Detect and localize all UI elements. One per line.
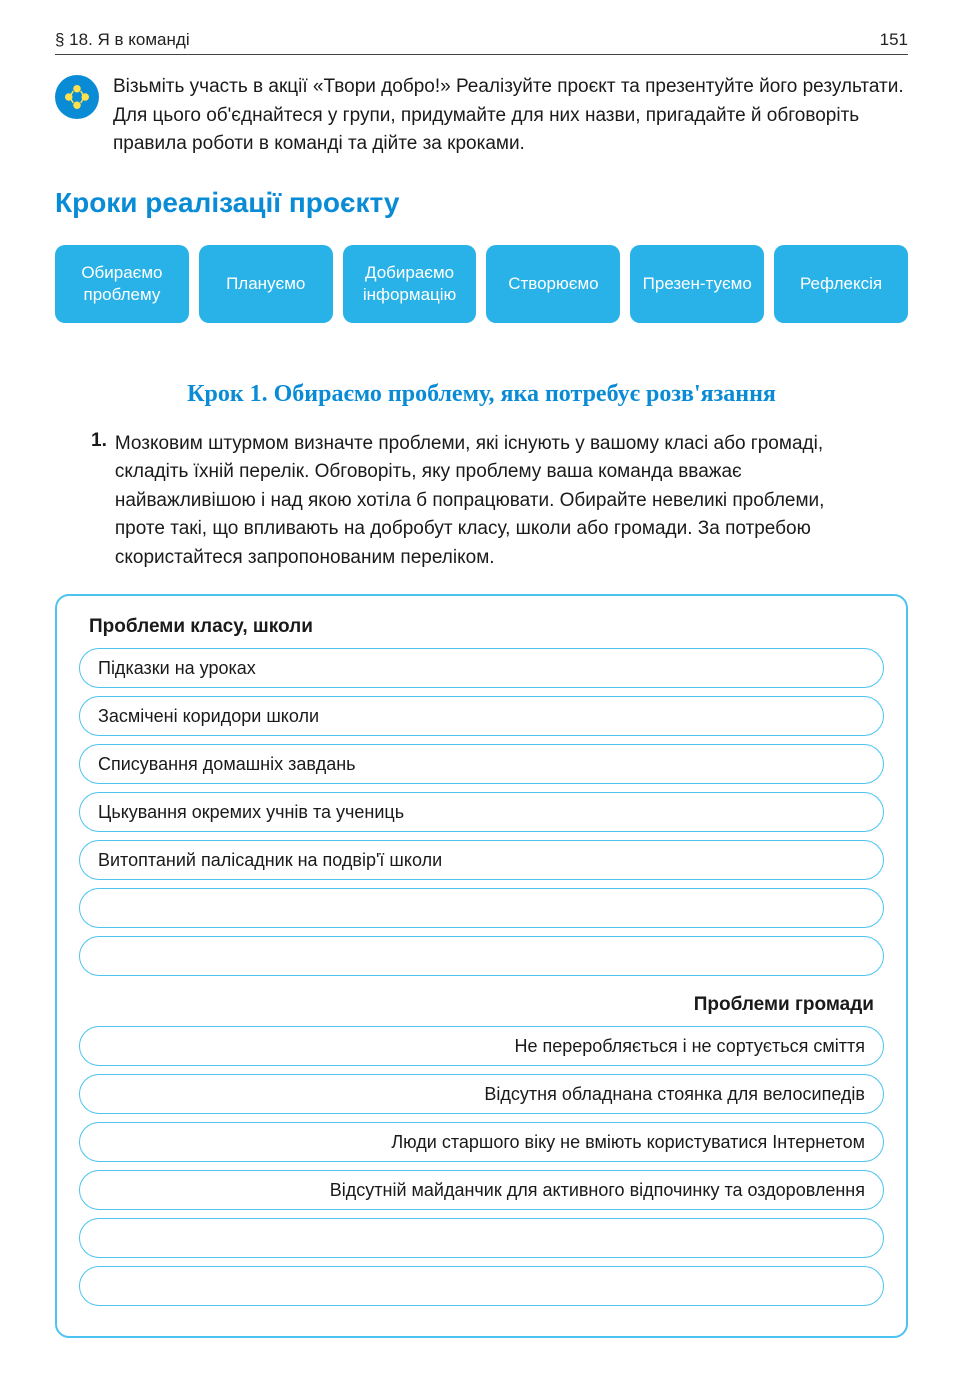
school-problem-item: Засмічені коридори школи bbox=[79, 696, 884, 736]
school-problem-item-empty bbox=[79, 888, 884, 928]
step-box-5: Презен-туємо bbox=[630, 245, 764, 323]
step-box-3: Добираємо інформацію bbox=[343, 245, 477, 323]
community-problem-item-empty bbox=[79, 1218, 884, 1258]
group-activity-icon bbox=[55, 75, 99, 119]
step-1-heading: Крок 1. Обираємо проблему, яка потребує … bbox=[55, 381, 908, 408]
page-header: § 18. Я в команді 151 bbox=[55, 30, 908, 55]
community-problem-item: Відсутня обладнана стоянка для велосипед… bbox=[79, 1074, 884, 1114]
intro-block: Візьміть участь в акції «Твори добро!» Р… bbox=[55, 73, 908, 159]
community-problem-item: Відсутній майданчик для активного відпоч… bbox=[79, 1170, 884, 1210]
community-problem-item: Не переробляється і не сортується сміття bbox=[79, 1026, 884, 1066]
community-problem-item-empty bbox=[79, 1266, 884, 1306]
step-box-2: Плануємо bbox=[199, 245, 333, 323]
intro-text: Візьміть участь в акції «Твори добро!» Р… bbox=[113, 73, 908, 159]
school-problem-item: Списування домашніх завдань bbox=[79, 744, 884, 784]
school-problem-item: Витоптаний палісадник на подвір'ї школи bbox=[79, 840, 884, 880]
problems-frame: Проблеми класу, школи Підказки на уроках… bbox=[55, 594, 908, 1338]
community-problems-heading: Проблеми громади bbox=[89, 994, 874, 1016]
page-number: 151 bbox=[880, 30, 908, 50]
school-problem-item: Підказки на уроках bbox=[79, 648, 884, 688]
step-box-6: Рефлексія bbox=[774, 245, 908, 323]
step-box-1: Обираємо проблему bbox=[55, 245, 189, 323]
task-text: Мозковим штурмом визначте проблеми, які … bbox=[115, 430, 872, 573]
steps-title: Кроки реалізації проєкту bbox=[55, 187, 908, 219]
steps-row: Обираємо проблему Плануємо Добираємо інф… bbox=[55, 245, 908, 323]
step-box-4: Створюємо bbox=[486, 245, 620, 323]
task-number: 1. bbox=[91, 430, 107, 573]
section-reference: § 18. Я в команді bbox=[55, 30, 190, 50]
task-block: 1. Мозковим штурмом визначте проблеми, я… bbox=[55, 430, 908, 573]
school-problem-item-empty bbox=[79, 936, 884, 976]
school-problem-item: Цькування окремих учнів та учениць bbox=[79, 792, 884, 832]
school-problems-heading: Проблеми класу, школи bbox=[89, 616, 884, 638]
community-problem-item: Люди старшого віку не вміють користувати… bbox=[79, 1122, 884, 1162]
